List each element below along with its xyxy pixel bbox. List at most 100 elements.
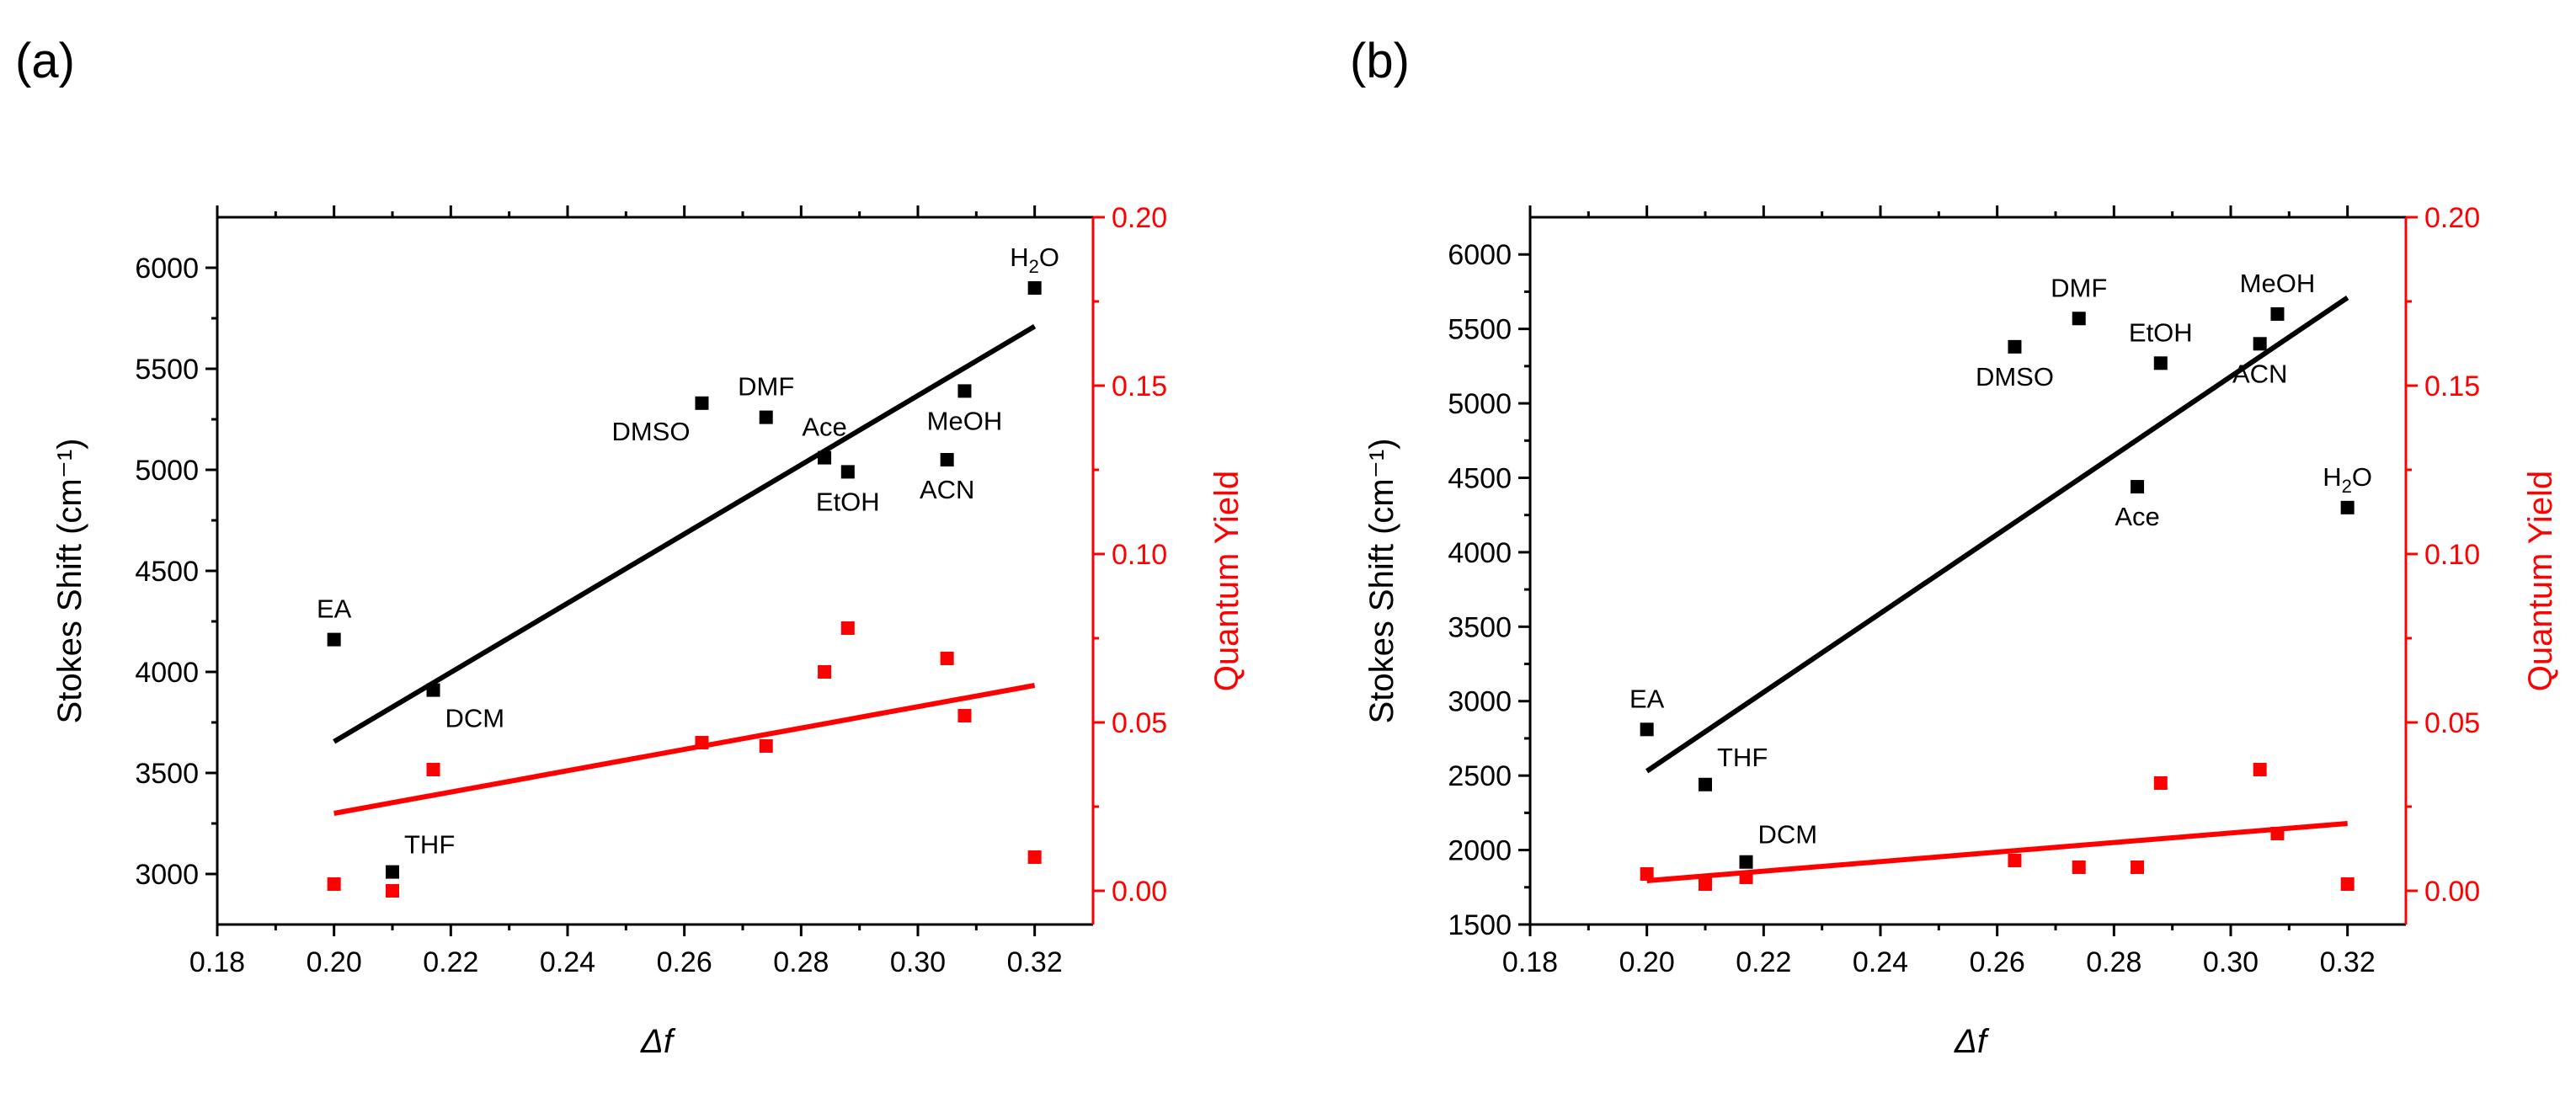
b-point-label: MeOH	[2240, 269, 2316, 298]
b-ytick-left-label: 5000	[1448, 388, 1512, 420]
b-stokes-point	[2270, 306, 2285, 321]
a-stokes-point	[426, 683, 440, 697]
b-ytick-left-label: 2500	[1448, 760, 1512, 792]
a-xtick-label: 0.24	[540, 946, 595, 978]
a-ytick-left-label: 6000	[135, 253, 199, 285]
b-point-label: DMF	[2051, 273, 2107, 302]
a-ytick-right-label: 0.00	[1112, 876, 1167, 908]
a-qy-point	[695, 736, 709, 749]
a-point-label: Ace	[802, 413, 846, 442]
a-ytick-left-label: 4500	[135, 556, 199, 588]
a-ytick-right-label: 0.05	[1112, 707, 1167, 739]
a-stokes-point	[695, 396, 709, 410]
panel-b-ylabel-right: Quantum Yield	[2522, 471, 2559, 691]
b-ytick-left-label: 4000	[1448, 537, 1512, 569]
b-xtick-label: 0.28	[2086, 946, 2141, 978]
b-ytick-left-label: 3000	[1448, 686, 1512, 718]
b-ytick-left-label: 3500	[1448, 611, 1512, 643]
b-point-label: EtOH	[2129, 317, 2193, 347]
b-qy-fit-line	[1646, 821, 2348, 883]
b-stokes-point	[1739, 855, 1753, 869]
b-xtick-label: 0.20	[1619, 946, 1675, 978]
b-qy-point	[1640, 867, 1654, 881]
b-ytick-left-label: 5500	[1448, 314, 1512, 346]
a-xtick-label: 0.28	[773, 946, 829, 978]
b-ytick-right-label: 0.15	[2424, 370, 2480, 402]
b-qy-point	[2270, 827, 2285, 840]
a-point-label: MeOH	[927, 406, 1003, 435]
b-ytick-left-label: 2000	[1448, 835, 1512, 867]
a-stokes-point	[940, 453, 954, 466]
a-ytick-left-label: 3500	[135, 758, 199, 790]
b-xtick-label: 0.18	[1502, 946, 1558, 978]
b-xtick-label: 0.30	[2203, 946, 2259, 978]
a-ytick-right-label: 0.15	[1112, 370, 1167, 402]
b-stokes-point	[2340, 500, 2355, 514]
b-qy-point	[1739, 871, 1753, 884]
a-ytick-right-label: 0.20	[1112, 202, 1167, 234]
a-stokes-point	[327, 632, 341, 647]
a-ytick-left-label: 3000	[135, 859, 199, 891]
a-qy-point	[1027, 850, 1042, 864]
b-stokes-point	[2253, 337, 2267, 351]
a-qy-point	[940, 652, 954, 665]
b-ytick-left-label: 6000	[1448, 239, 1512, 271]
a-stokes-point	[840, 465, 855, 479]
b-xtick-label: 0.24	[1853, 946, 1908, 978]
b-point-label: DCM	[1758, 820, 1818, 850]
plot-a: 0.18 0.20 0.22 0.24 0.26 0.28 0.30 0.32 3000 3500…	[135, 202, 1167, 978]
b-stokes-point	[2131, 480, 2145, 494]
a-xtick-label: 0.32	[1007, 946, 1063, 978]
a-point-label: EA	[317, 594, 352, 624]
b-ytick-right-label: 0.20	[2424, 202, 2480, 234]
a-stokes-point	[1027, 281, 1042, 295]
plot-b: 0.18 0.20 0.22 0.24 0.26 0.28 0.30 0.32 1500 2000…	[1448, 202, 2480, 978]
a-point-label: THF	[404, 830, 455, 860]
b-ytick-right-label: 0.00	[2424, 876, 2480, 908]
b-ytick-left-label: 4500	[1448, 462, 1512, 494]
panel-b-ylabel-left: Stokes Shift (cm⁻¹)	[1363, 439, 1400, 724]
b-point-label: ACN	[2232, 359, 2287, 388]
a-qy-point	[957, 709, 972, 722]
a-xtick-label: 0.26	[657, 946, 712, 978]
b-qy-point	[2072, 861, 2086, 874]
a-qy-point	[426, 763, 440, 776]
b-stokes-point	[1699, 777, 1712, 791]
a-qy-point	[327, 877, 341, 891]
b-stokes-point	[2008, 339, 2022, 354]
b-ytick-right-label: 0.10	[2424, 539, 2480, 571]
b-stokes-point	[2072, 312, 2086, 326]
b-point-label: H2O	[2323, 462, 2372, 497]
panel-a: (a) 0.18 0.20 0.22 0.24 0.26 0.28 0.30 0.32 3000…	[15, 34, 1245, 1060]
a-xtick-label: 0.20	[307, 946, 362, 978]
a-point-label: DMSO	[611, 417, 690, 446]
a-point-label: DCM	[445, 704, 505, 733]
b-qy-point	[2131, 861, 2145, 874]
b-point-label: Ace	[2115, 502, 2159, 531]
b-stokes-point	[1640, 722, 1654, 737]
b-stokes-fit-line	[1645, 296, 2349, 774]
b-qy-point	[1699, 877, 1712, 891]
a-point-label: H2O	[1010, 242, 1059, 277]
a-qy-fit-line	[333, 683, 1036, 816]
a-stokes-point	[957, 384, 972, 398]
b-xtick-label: 0.32	[2320, 946, 2376, 978]
a-point-label: DMF	[738, 372, 794, 402]
a-point-label: ACN	[920, 475, 974, 504]
a-point-label: EtOH	[816, 487, 880, 516]
b-point-label: THF	[1717, 743, 1768, 772]
a-stokes-point	[759, 410, 773, 424]
panel-a-ylabel-left: Stokes Shift (cm⁻¹)	[51, 439, 88, 724]
b-ytick-left-label: 1500	[1448, 909, 1512, 941]
a-xtick-label: 0.18	[189, 946, 245, 978]
a-xtick-label: 0.22	[423, 946, 478, 978]
a-ytick-left-label: 5500	[135, 354, 199, 386]
a-stokes-point	[386, 865, 399, 879]
a-qy-point	[386, 884, 399, 898]
b-qy-point	[2153, 776, 2168, 790]
a-stokes-point	[818, 450, 832, 465]
panel-a-xlabel: Δf	[640, 1023, 676, 1060]
b-point-label: EA	[1629, 684, 1665, 713]
b-stokes-point	[2153, 356, 2168, 370]
